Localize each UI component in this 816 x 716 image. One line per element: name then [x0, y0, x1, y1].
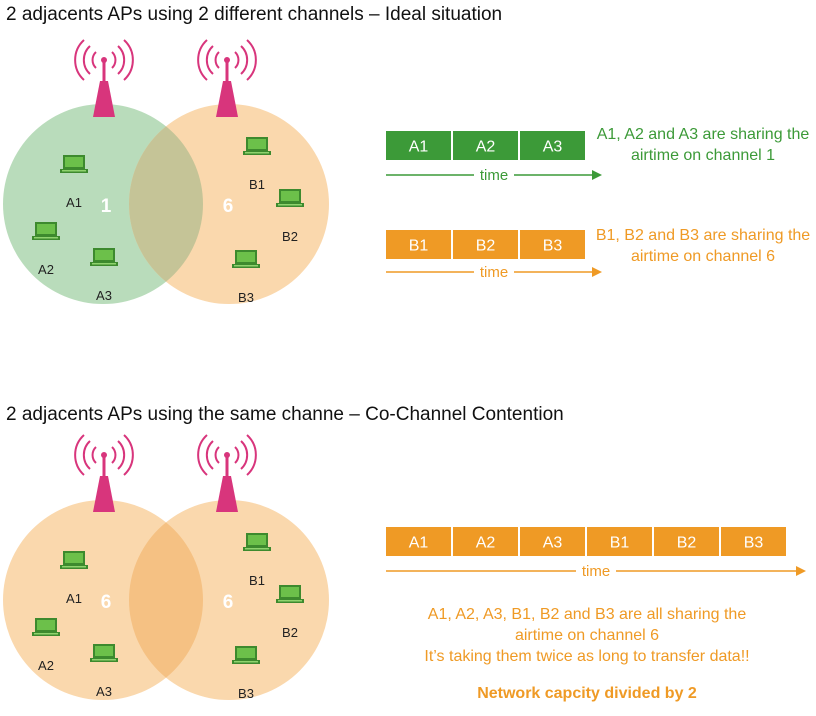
time-slot	[520, 230, 585, 259]
time-slot	[587, 527, 652, 556]
time-slot-label: B3	[744, 535, 764, 552]
caption-line: A1, A2, A3, B1, B2 and B3 are all sharin…	[427, 606, 747, 623]
radio-tower-icon	[197, 39, 257, 117]
client-label: B3	[238, 686, 254, 701]
client-label: A1	[66, 195, 82, 210]
time-slot	[520, 131, 585, 160]
section2-heading: 2 adjacents APs using the same channe – …	[6, 404, 564, 425]
time-axis-label: time	[480, 167, 508, 184]
cell-overlap	[129, 500, 203, 700]
client-label: A3	[96, 684, 112, 699]
time-slot	[386, 230, 451, 259]
cell-overlap	[129, 104, 203, 304]
timeline-b-caption: B1, B2 and B3 are sharing the airtime on…	[595, 227, 811, 265]
laptop-icon	[232, 646, 260, 664]
channel-label-a: 6	[101, 592, 112, 613]
caption-line: airtime on channel 6	[514, 627, 660, 644]
time-axis-label-bg	[474, 262, 514, 278]
laptop-icon	[32, 618, 60, 636]
laptop-icon	[32, 222, 60, 240]
time-slot-label: A3	[543, 139, 563, 156]
capacity-conclusion: Network capcity divided by 2	[477, 685, 697, 702]
section1-heading: 2 adjacents APs using 2 different channe…	[6, 4, 503, 25]
client-label: A1	[66, 591, 82, 606]
time-slot-label: A1	[409, 139, 429, 156]
client-label: A2	[38, 262, 54, 277]
time-slot-label: B1	[409, 238, 429, 255]
timeline-a: A1 A2 A3 time	[386, 131, 602, 184]
client-label: B1	[249, 177, 265, 192]
laptop-icon	[90, 248, 118, 266]
arrow-right-icon	[796, 566, 806, 576]
time-slot	[721, 527, 786, 556]
laptop-icon	[60, 551, 88, 569]
timeline-shared: A1 A2 A3 B1 B2 B3 time	[386, 527, 806, 580]
laptop-icon	[276, 189, 304, 207]
laptop-icon	[90, 644, 118, 662]
arrow-right-icon	[592, 170, 602, 180]
radio-tower-icon	[197, 434, 257, 512]
time-slot	[654, 527, 719, 556]
time-slot	[386, 131, 451, 160]
time-slot-label: A3	[543, 535, 563, 552]
radio-tower-icon	[74, 434, 134, 512]
time-slot-label: B3	[543, 238, 563, 255]
laptop-icon	[243, 533, 271, 551]
time-slot-label: B2	[677, 535, 697, 552]
laptop-icon	[60, 155, 88, 173]
laptop-icon	[276, 585, 304, 603]
client-label: A3	[96, 288, 112, 303]
time-slot	[453, 527, 518, 556]
time-slot	[453, 230, 518, 259]
time-slot	[520, 527, 585, 556]
client-label: B2	[282, 625, 298, 640]
channel-label-a: 1	[101, 196, 112, 217]
laptop-icon	[243, 137, 271, 155]
time-slot	[386, 527, 451, 556]
time-slot-label: B1	[610, 535, 630, 552]
time-slot-label: A2	[476, 535, 496, 552]
channel-label-b: 6	[223, 196, 234, 217]
client-label: B2	[282, 229, 298, 244]
time-slot-label: B2	[476, 238, 496, 255]
time-slot-label: A1	[409, 535, 429, 552]
radio-tower-icon	[74, 39, 134, 117]
client-label: A2	[38, 658, 54, 673]
arrow-right-icon	[592, 267, 602, 277]
time-slot-label: A2	[476, 139, 496, 156]
timeline-b: B1 B2 B3 time	[386, 230, 602, 281]
time-axis-label: time	[582, 563, 610, 580]
client-label: B1	[249, 573, 265, 588]
time-slot	[453, 131, 518, 160]
timeline-a-caption: A1, A2 and A3 are sharing the airtime on…	[596, 126, 810, 164]
client-label: B3	[238, 290, 254, 305]
time-axis-label: time	[480, 264, 508, 281]
caption-line: It’s taking them twice as long to transf…	[424, 648, 750, 665]
co-channel-caption: A1, A2, A3, B1, B2 and B3 are all sharin…	[382, 604, 792, 667]
channel-label-b: 6	[223, 592, 234, 613]
time-axis-label-bg	[474, 165, 514, 181]
laptop-icon	[232, 250, 260, 268]
time-axis-label-bg	[576, 561, 616, 577]
